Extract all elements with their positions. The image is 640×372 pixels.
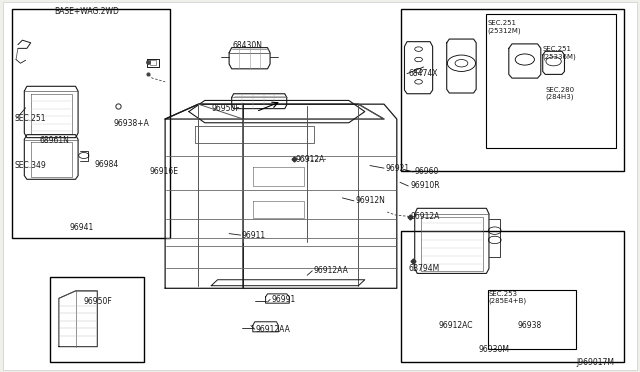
Text: 96930M: 96930M xyxy=(479,345,509,354)
Text: SEC.349: SEC.349 xyxy=(14,161,46,170)
Bar xyxy=(401,231,624,362)
Text: SEC.251
(25312M): SEC.251 (25312M) xyxy=(488,20,522,33)
Text: 6B794M: 6B794M xyxy=(408,264,440,273)
Text: SEC.251
(25336M): SEC.251 (25336M) xyxy=(543,46,577,60)
Text: 96912A: 96912A xyxy=(411,212,440,221)
Text: SEC.280
(284H3): SEC.280 (284H3) xyxy=(545,87,575,100)
Text: SEC.253
(285E4+B): SEC.253 (285E4+B) xyxy=(488,291,527,304)
Bar xyxy=(401,9,624,171)
Text: J969017M: J969017M xyxy=(576,358,614,367)
Text: 68474X: 68474X xyxy=(408,69,438,78)
Text: SEC.251: SEC.251 xyxy=(14,114,45,123)
Text: 96912AA: 96912AA xyxy=(314,266,348,275)
Text: 96910R: 96910R xyxy=(411,181,440,190)
Text: 96916E: 96916E xyxy=(150,167,179,176)
Text: 96912AA: 96912AA xyxy=(256,325,291,334)
Text: 96941: 96941 xyxy=(69,223,93,232)
Text: 96938: 96938 xyxy=(517,321,541,330)
Text: 96960: 96960 xyxy=(415,167,439,176)
Bar xyxy=(486,14,616,148)
Bar xyxy=(50,277,144,362)
Bar xyxy=(12,9,170,238)
Text: 96921: 96921 xyxy=(385,164,410,173)
Text: 96991: 96991 xyxy=(271,295,296,304)
Text: 68430N: 68430N xyxy=(232,41,262,50)
Text: 96950F: 96950F xyxy=(83,297,112,306)
Text: 96911: 96911 xyxy=(242,231,266,240)
Text: 68961N: 68961N xyxy=(40,136,70,145)
Text: 96912N: 96912N xyxy=(355,196,385,205)
Text: 96984: 96984 xyxy=(95,160,119,169)
Text: 96912AC: 96912AC xyxy=(438,321,473,330)
Text: BASE+WAG.2WD: BASE+WAG.2WD xyxy=(54,7,119,16)
Text: 96938+A: 96938+A xyxy=(114,119,150,128)
Text: 96912A: 96912A xyxy=(296,155,325,164)
Bar xyxy=(488,290,576,349)
Text: 96950F: 96950F xyxy=(211,104,240,113)
